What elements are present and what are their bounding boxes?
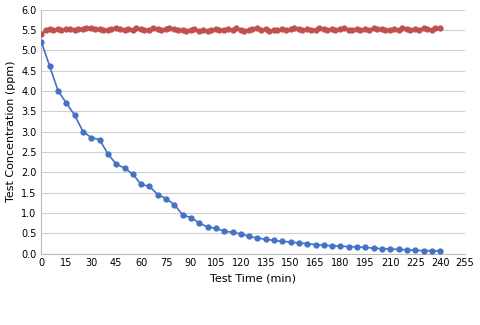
EnviroKlenz bbox=[387, 247, 393, 251]
EnviroKlenz bbox=[254, 236, 260, 240]
EnviroKlenz bbox=[63, 101, 69, 105]
EnviroKlenz bbox=[229, 230, 235, 234]
EnviroKlenz bbox=[246, 234, 252, 238]
EnviroKlenz bbox=[38, 40, 44, 44]
EnviroKlenz bbox=[296, 241, 302, 245]
EnviroKlenz bbox=[271, 239, 277, 242]
Natural Decay bbox=[146, 28, 152, 32]
EnviroKlenz bbox=[97, 138, 103, 142]
EnviroKlenz bbox=[163, 197, 169, 201]
X-axis label: Test Time (min): Test Time (min) bbox=[210, 274, 296, 284]
EnviroKlenz bbox=[146, 185, 152, 188]
Natural Decay bbox=[38, 32, 44, 36]
EnviroKlenz bbox=[155, 193, 161, 197]
EnviroKlenz bbox=[55, 89, 61, 93]
EnviroKlenz bbox=[72, 113, 78, 117]
EnviroKlenz bbox=[180, 213, 186, 217]
EnviroKlenz bbox=[138, 182, 144, 186]
EnviroKlenz bbox=[412, 248, 418, 252]
EnviroKlenz bbox=[429, 249, 435, 253]
EnviroKlenz bbox=[288, 240, 294, 244]
EnviroKlenz bbox=[337, 244, 343, 248]
EnviroKlenz bbox=[105, 152, 111, 156]
Natural Decay bbox=[84, 26, 89, 30]
Natural Decay bbox=[437, 26, 443, 30]
Y-axis label: Test Concentration (ppm): Test Concentration (ppm) bbox=[6, 61, 15, 202]
EnviroKlenz bbox=[362, 245, 368, 249]
EnviroKlenz bbox=[396, 247, 401, 251]
Natural Decay bbox=[271, 28, 277, 32]
EnviroKlenz bbox=[213, 226, 219, 230]
EnviroKlenz bbox=[437, 249, 443, 253]
EnviroKlenz bbox=[171, 203, 177, 207]
EnviroKlenz bbox=[321, 243, 327, 247]
EnviroKlenz bbox=[130, 172, 136, 176]
EnviroKlenz bbox=[238, 232, 244, 236]
EnviroKlenz bbox=[196, 221, 202, 225]
EnviroKlenz bbox=[80, 130, 86, 134]
EnviroKlenz bbox=[88, 136, 94, 139]
EnviroKlenz bbox=[121, 166, 127, 170]
Natural Decay bbox=[349, 28, 355, 32]
EnviroKlenz bbox=[113, 162, 119, 166]
EnviroKlenz bbox=[204, 225, 210, 229]
Natural Decay bbox=[67, 27, 72, 31]
EnviroKlenz bbox=[371, 246, 377, 250]
EnviroKlenz bbox=[221, 229, 227, 233]
Line: EnviroKlenz: EnviroKlenz bbox=[39, 40, 443, 254]
Natural Decay bbox=[241, 29, 247, 32]
EnviroKlenz bbox=[312, 242, 318, 246]
EnviroKlenz bbox=[279, 239, 285, 243]
EnviroKlenz bbox=[420, 249, 426, 253]
EnviroKlenz bbox=[263, 237, 269, 241]
Natural Decay bbox=[50, 28, 56, 32]
EnviroKlenz bbox=[329, 244, 335, 248]
Line: Natural Decay: Natural Decay bbox=[39, 25, 443, 36]
EnviroKlenz bbox=[47, 65, 53, 69]
EnviroKlenz bbox=[379, 247, 385, 251]
EnviroKlenz bbox=[188, 216, 194, 220]
EnviroKlenz bbox=[354, 245, 360, 249]
EnviroKlenz bbox=[304, 242, 310, 246]
EnviroKlenz bbox=[346, 245, 352, 249]
EnviroKlenz bbox=[404, 248, 410, 252]
